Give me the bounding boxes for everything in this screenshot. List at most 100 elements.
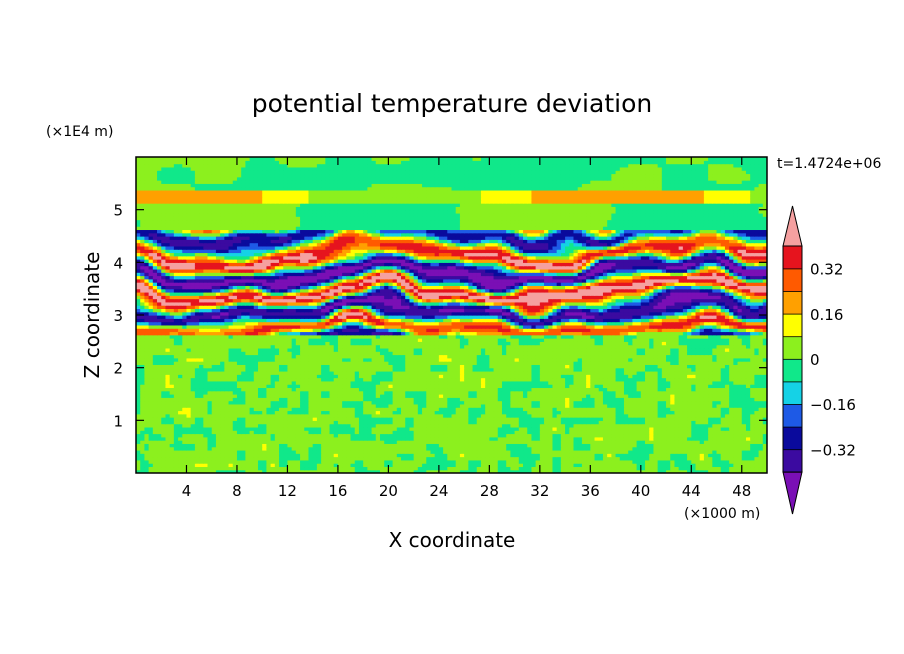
contour-cell [741, 469, 747, 473]
contour-cell [161, 430, 167, 435]
contour-cell [670, 446, 676, 451]
contour-cell [703, 453, 709, 458]
contour-cell [199, 440, 204, 444]
contour-cell [640, 446, 646, 451]
contour-cell [228, 430, 234, 435]
contour-cell [464, 433, 469, 438]
contour-cell [712, 456, 718, 461]
contour-cell [161, 443, 167, 448]
contour-cell [649, 433, 655, 438]
contour-cell [274, 459, 280, 464]
contour-cell [257, 449, 263, 454]
contour-cell [379, 469, 385, 473]
contour-cell [754, 459, 760, 464]
contour-cell [754, 449, 760, 454]
contour-cell [632, 456, 638, 461]
contour-cell [161, 453, 167, 458]
contour-cell [485, 453, 490, 458]
contour-cell [241, 466, 246, 471]
contour-cell [472, 453, 478, 458]
contour-cell [291, 456, 297, 461]
contour-cell [152, 446, 158, 451]
contour-cell [762, 443, 767, 448]
contour-cell [485, 446, 490, 451]
contour-cell [598, 469, 604, 473]
contour-cell [426, 436, 432, 441]
contour-cell [358, 449, 364, 454]
contour-cell [262, 469, 268, 473]
contour-cell [678, 440, 684, 444]
contour-cell [745, 446, 751, 451]
contour-cell [413, 440, 419, 444]
contour-cell [295, 459, 301, 464]
contour-cell [485, 469, 490, 473]
contour-cell [203, 456, 209, 461]
contour-cell [346, 433, 352, 438]
contour-cell [691, 440, 697, 444]
contour-cell [628, 453, 633, 458]
contour-cell [640, 469, 646, 473]
contour-cell [632, 463, 638, 468]
contour-cell [148, 466, 154, 471]
contour-cell [712, 443, 718, 448]
contour-cell [506, 440, 511, 444]
contour-cell [523, 453, 528, 458]
contour-cell [371, 436, 377, 441]
contour-cell [342, 449, 347, 454]
contour-cell [220, 449, 225, 454]
contour-cell [321, 469, 326, 473]
contour-cell [699, 453, 705, 458]
contour-cell [241, 456, 246, 461]
contour-cell [729, 436, 734, 441]
contour-cell [136, 459, 141, 464]
contour-cell [670, 449, 676, 454]
contour-cell [615, 469, 621, 473]
contour-cell [325, 459, 331, 464]
contour-cell [392, 459, 398, 464]
contour-cell [687, 466, 692, 471]
contour-cell [422, 449, 427, 454]
contour-cell [169, 440, 175, 444]
contour-cell [337, 436, 343, 441]
contour-cell [560, 469, 566, 473]
contour-cell [514, 463, 520, 468]
contour-cell [750, 459, 755, 464]
contour-cell [220, 466, 225, 471]
contour-cell [712, 433, 718, 438]
contour-cell [333, 440, 339, 444]
contour-cell [241, 433, 246, 438]
contour-cell [358, 443, 364, 448]
contour-cell [619, 463, 625, 468]
contour-cell [241, 436, 246, 441]
contour-cell [396, 469, 402, 473]
contour-cell [342, 459, 347, 464]
contour-cell [157, 469, 162, 473]
contour-cell [405, 436, 411, 441]
contour-cell [565, 446, 570, 451]
contour-cell [232, 463, 238, 468]
contour-cell [354, 440, 360, 444]
contour-cell [207, 449, 213, 454]
contour-cell [236, 459, 242, 464]
contour-cell [632, 443, 638, 448]
contour-cell [312, 433, 318, 438]
contour-cell [628, 463, 633, 468]
contour-cell [178, 436, 183, 441]
contour-cell [190, 449, 196, 454]
contour-cell [544, 456, 549, 461]
contour-cell [455, 443, 461, 448]
contour-cell [203, 436, 209, 441]
contour-cell [215, 453, 221, 458]
contour-cell [628, 466, 633, 471]
contour-cell [535, 440, 541, 444]
contour-cell [666, 433, 671, 438]
contour-cell [615, 449, 621, 454]
contour-cell [489, 459, 495, 464]
contour-cell [375, 443, 381, 448]
contour-cell [699, 459, 705, 464]
contour-cell [438, 440, 444, 444]
contour-cell [169, 433, 175, 438]
contour-cell [342, 436, 347, 441]
contour-cell [140, 440, 146, 444]
contour-cell [249, 466, 255, 471]
